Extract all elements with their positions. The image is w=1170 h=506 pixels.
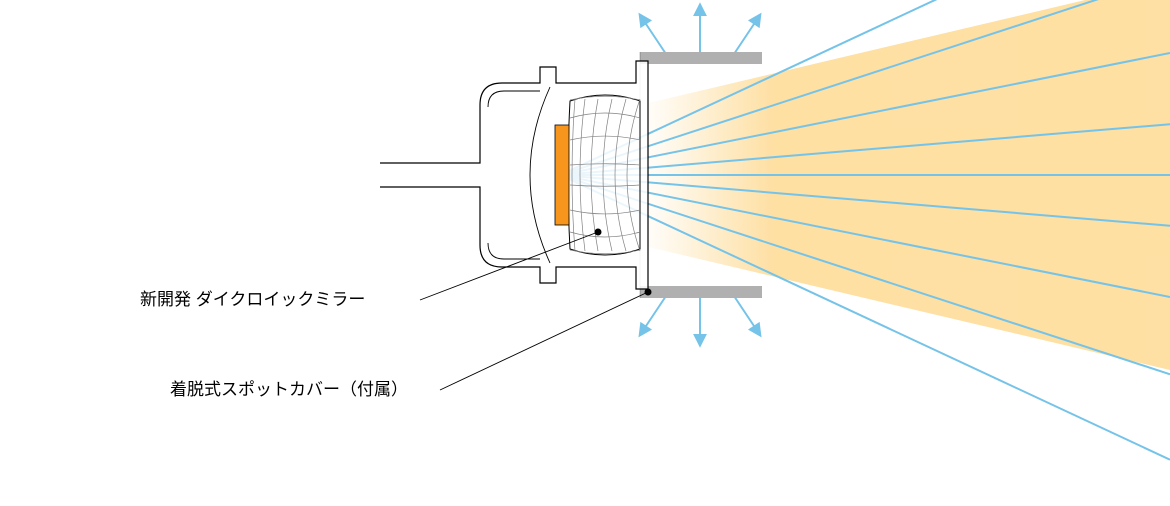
spot-cover-plate xyxy=(640,286,762,298)
cover-label: 着脱式スポットカバー（付属） xyxy=(170,380,408,399)
leader-dot xyxy=(595,229,602,236)
leader-dot xyxy=(645,289,652,296)
filament xyxy=(555,125,569,225)
leader-line xyxy=(440,292,648,390)
mirror-label: 新開発 ダイクロイックミラー xyxy=(140,290,365,309)
spot-cover-plate xyxy=(640,52,762,64)
